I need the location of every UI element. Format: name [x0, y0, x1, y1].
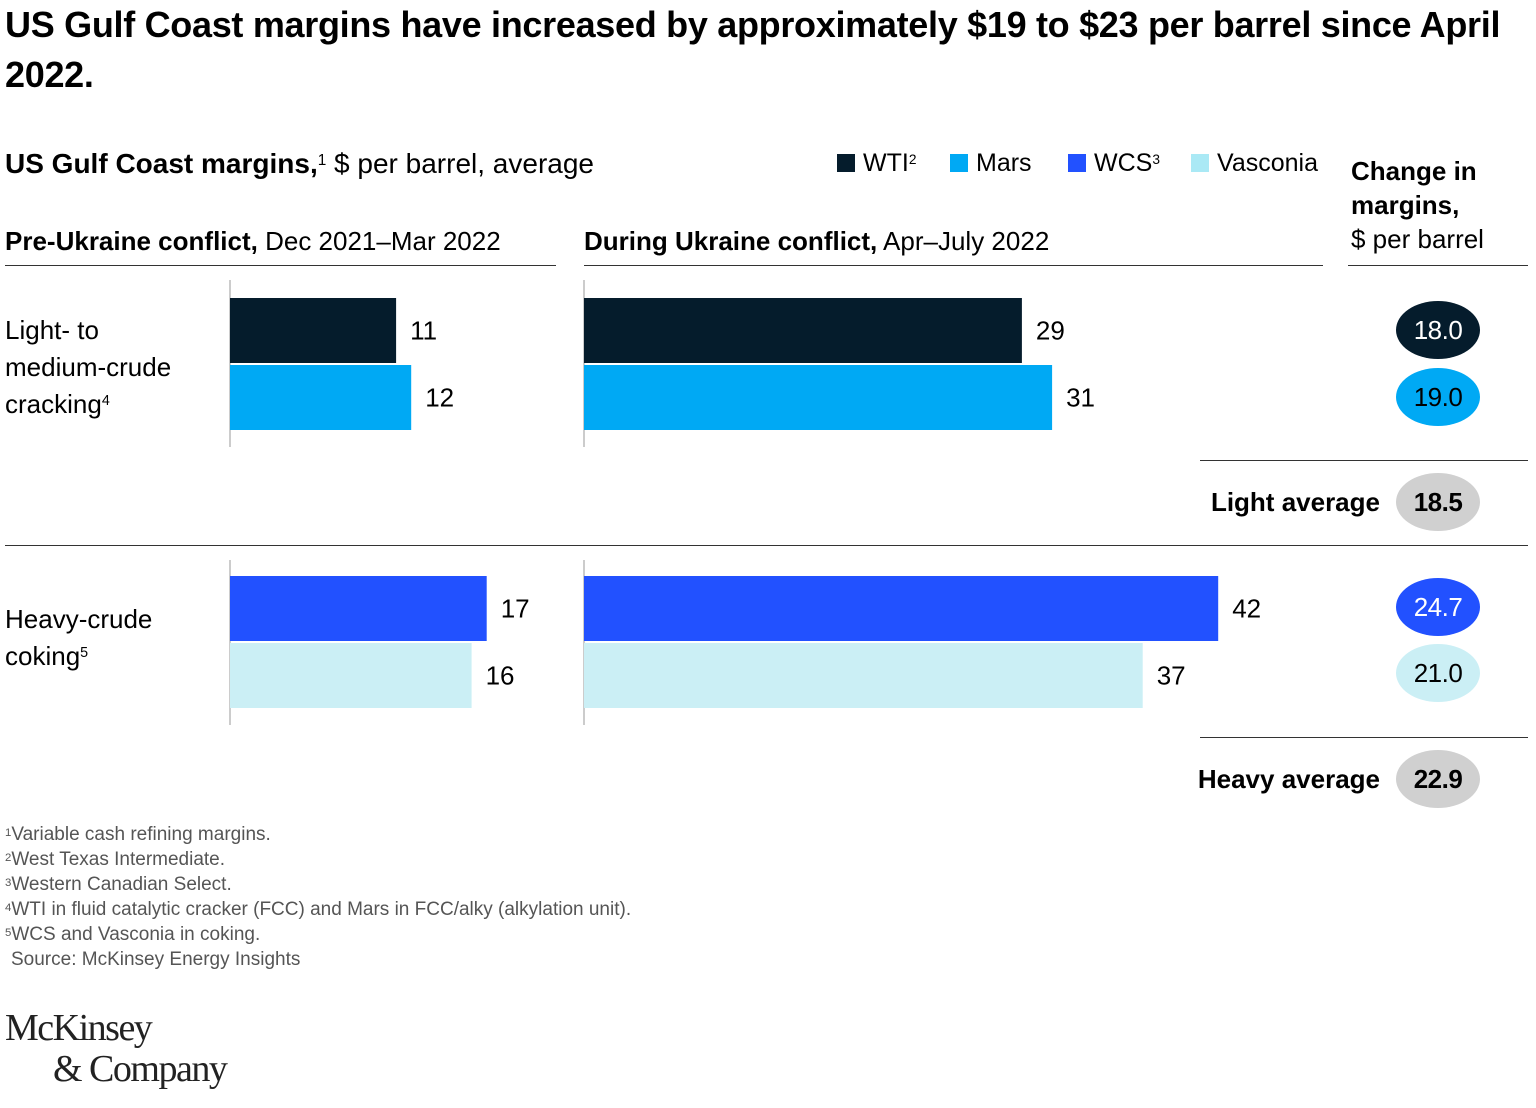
- during-conflict-header-bold: During Ukraine conflict,: [584, 226, 878, 256]
- group-label-light-line3: cracking4: [5, 386, 171, 423]
- light-average-label: Light average: [1210, 487, 1380, 517]
- legend-swatch-vasconia: [1191, 154, 1209, 172]
- group-label-light-line2: medium-crude: [5, 352, 172, 382]
- change-pill-mars: 19.0: [1396, 368, 1480, 426]
- logo-line2: & Company: [53, 1048, 228, 1090]
- footnote-3-text: Western Canadian Select.: [11, 874, 232, 895]
- label-during-wcs: 42: [1232, 594, 1261, 624]
- footnote-4: 4WTI in fluid catalytic cracker (FCC) an…: [5, 897, 631, 922]
- during-conflict-header: During Ukraine conflict, Apr–July 2022: [584, 222, 1049, 260]
- group-label-light-sup: 4: [101, 393, 110, 410]
- legend-label-wcs: WCS: [1094, 149, 1153, 177]
- bar-pre-mars: [230, 365, 412, 430]
- bar-during-mars: [584, 365, 1053, 430]
- label-pre-wti: 11: [410, 316, 437, 346]
- logo-line1: McKinsey: [5, 1007, 153, 1049]
- pre-conflict-header-dates: Dec 2021–Mar 2022: [257, 226, 501, 256]
- group-label-heavy-line2: coking5: [5, 638, 152, 675]
- legend-sup-wti: 2: [908, 152, 917, 168]
- during-header-rule: [584, 265, 1323, 266]
- bar-pre-wcs: [230, 576, 487, 641]
- mckinsey-logo: McKinsey & Company: [5, 1007, 228, 1090]
- change-header-line2: margins,: [1351, 190, 1460, 220]
- heavy-average-pill: 22.9: [1396, 750, 1480, 808]
- legend-sup-wcs: 3: [1152, 152, 1160, 168]
- bar-during-wti: [584, 298, 1022, 363]
- footnote-1-ref: 1: [5, 826, 12, 839]
- legend-label-vasconia: Vasconia: [1217, 149, 1318, 177]
- heavy-average-label: Heavy average: [1197, 764, 1380, 794]
- label-during-mars: 31: [1066, 383, 1095, 413]
- bar-pre-vasconia: [230, 643, 472, 708]
- footnote-2-ref: 2: [5, 851, 12, 864]
- footnotes: 1Variable cash refining margins. 2West T…: [5, 822, 631, 972]
- chart-subtitle: US Gulf Coast margins,1 $ per barrel, av…: [5, 144, 594, 184]
- bar-pre-wti: [230, 298, 397, 363]
- pre-header-rule: [5, 265, 556, 266]
- legend-item-wcs: WCS 3: [1068, 148, 1160, 178]
- group-label-light-line1: Light- to: [5, 315, 99, 345]
- footnote-5-ref: 5: [5, 926, 12, 939]
- change-column-header: Change in margins, $ per barrel: [1351, 154, 1484, 256]
- change-pill-wti: 18.0: [1396, 301, 1480, 359]
- footnote-2-text: West Texas Intermediate.: [11, 849, 226, 870]
- group-label-heavy-line1: Heavy-crude: [5, 604, 153, 634]
- legend-swatch-wti: [837, 154, 855, 172]
- label-during-wti: 29: [1036, 316, 1065, 346]
- legend-item-vasconia: Vasconia: [1191, 148, 1318, 178]
- change-header-line1: Change in: [1351, 156, 1477, 186]
- label-pre-wcs: 17: [501, 594, 530, 624]
- footnote-4-text: WTI in fluid catalytic cracker (FCC) and…: [11, 899, 632, 920]
- change-header-line3: $ per barrel: [1351, 224, 1484, 254]
- pre-conflict-header: Pre-Ukraine conflict, Dec 2021–Mar 2022: [5, 222, 501, 260]
- footnote-5-text: WCS and Vasconia in coking.: [11, 924, 261, 945]
- footnote-2: 2West Texas Intermediate.: [5, 847, 631, 872]
- footnote-3-ref: 3: [5, 876, 12, 889]
- footnote-1-text: Variable cash refining margins.: [11, 824, 271, 845]
- legend-swatch-mars: [950, 154, 968, 172]
- chart-title: US Gulf Coast margins have increased by …: [5, 4, 1501, 95]
- legend-swatch-wcs: [1068, 154, 1086, 172]
- during-conflict-header-dates: Apr–July 2022: [877, 226, 1050, 256]
- pre-conflict-header-bold: Pre-Ukraine conflict,: [5, 226, 258, 256]
- label-pre-mars: 12: [425, 383, 454, 413]
- footnote-5: 5WCS and Vasconia in coking.: [5, 922, 631, 947]
- group-label-light: Light- to medium-crude cracking4: [5, 312, 171, 423]
- source-note: Source: McKinsey Energy Insights: [11, 949, 301, 970]
- label-pre-vasconia: 16: [486, 661, 515, 691]
- group-label-heavy: Heavy-crude coking5: [5, 601, 152, 675]
- group-separator-rule: [5, 545, 1528, 546]
- subtitle-footnote-ref: 1: [317, 151, 327, 169]
- bar-during-vasconia: [584, 643, 1143, 708]
- label-during-vasconia: 37: [1157, 661, 1186, 691]
- bar-during-wcs: [584, 576, 1219, 641]
- legend-label-mars: Mars: [976, 149, 1032, 177]
- footnote-4-ref: 4: [5, 901, 12, 914]
- group-label-heavy-sup: 5: [80, 645, 89, 662]
- legend-label-wti: WTI: [863, 149, 909, 177]
- legend-item-wti: WTI 2: [837, 148, 916, 178]
- change-header-rule: [1348, 265, 1528, 266]
- heavy-average-rule: [1200, 737, 1528, 738]
- change-pill-vasconia: 21.0: [1396, 644, 1480, 702]
- group-label-heavy-last: coking: [5, 641, 81, 671]
- subtitle-bold: US Gulf Coast margins,: [5, 148, 318, 179]
- subtitle-unit: $ per barrel, average: [326, 148, 594, 179]
- change-pill-wcs: 24.7: [1396, 578, 1480, 636]
- footnote-3: 3Western Canadian Select.: [5, 872, 631, 897]
- footnote-1: 1Variable cash refining margins.: [5, 822, 631, 847]
- light-average-rule: [1200, 460, 1528, 461]
- legend-item-mars: Mars: [950, 148, 1032, 178]
- light-average-pill: 18.5: [1396, 473, 1480, 531]
- group-label-light-last: cracking: [5, 389, 102, 419]
